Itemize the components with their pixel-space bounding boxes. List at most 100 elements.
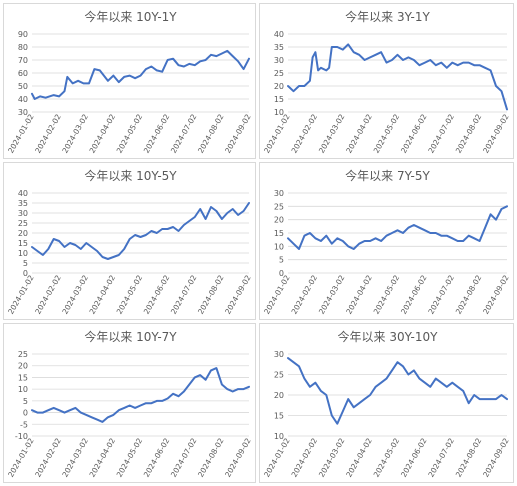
y-tick-label: 0 <box>23 409 28 418</box>
x-tick-label: 2024-09-02 <box>481 436 511 478</box>
series-line <box>31 49 250 100</box>
chart-panel-1: 今年以来 10Y-1Y 30 40 50 60 70 80 90 2024-01-02 2024-… <box>3 3 256 159</box>
x-tick-label: 2024-07-02 <box>169 436 199 478</box>
y-tick-label: 15 <box>18 239 28 248</box>
x-tick-label: 2024-02-02 <box>33 112 63 154</box>
x-tick-label: 2024-04-02 <box>88 112 118 154</box>
chart-panel-3: 今年以来 10Y-5Y 0 5 10 15 20 25 30 35 40 2024-01-02 202… <box>3 162 256 320</box>
x-tick-label: 2024-01-02 <box>262 436 292 478</box>
x-tick-label: 2024-07-02 <box>169 273 199 315</box>
x-tick-label: 2024-06-02 <box>399 436 429 478</box>
series-line <box>287 43 508 111</box>
y-tick-label: 15 <box>274 229 284 238</box>
x-tick-label: 2024-08-02 <box>454 112 484 154</box>
x-tick-label: 2024-01-02 <box>6 273 36 315</box>
chart-panel-6: 今年以来 30Y-10Y 10 15 20 25 30 2024-01-02 2024-02-… <box>259 323 514 483</box>
x-tick-label: 2024-07-02 <box>169 112 199 154</box>
chart-title: 今年以来 10Y-5Y <box>84 168 177 183</box>
x-tick-label: 2024-09-02 <box>481 112 511 154</box>
chart-title: 今年以来 10Y-7Y <box>84 329 177 344</box>
x-tick-label: 2024-02-02 <box>290 436 320 478</box>
y-tick-label: 30 <box>18 108 28 117</box>
chart-svg: 今年以来 3Y-1Y101520253035402024-01-022024-0… <box>262 9 511 155</box>
x-tick-label: 2024-03-02 <box>60 112 90 154</box>
x-tick-label: 2024-02-02 <box>290 273 320 315</box>
x-tick-label: 2024-01-02 <box>262 112 292 154</box>
y-tick-label: 80 <box>18 43 28 52</box>
y-tick-label: 5 <box>279 256 284 265</box>
x-tick-label: 2024-08-02 <box>196 112 226 154</box>
y-tick-label: 30 <box>18 209 28 218</box>
x-tick-label: 2024-05-02 <box>115 112 145 154</box>
y-tick-label: -10 <box>15 432 28 441</box>
x-tick-label: 2024-04-02 <box>88 273 118 315</box>
y-tick-label: 10 <box>274 108 284 117</box>
y-tick-label: 10 <box>18 385 28 394</box>
x-tick-label: 2024-07-02 <box>426 112 456 154</box>
y-tick-label: 60 <box>18 69 28 78</box>
x-tick-label: 2024-02-02 <box>33 273 63 315</box>
chart-svg: 今年以来 7Y-5Y 0 5 10 15 20 25 30 2024-01-022024-02-… <box>262 168 511 316</box>
chart-panel-4: 今年以来 7Y-5Y 0 5 10 15 20 25 30 2024-01-02 2024-02-… <box>259 162 514 320</box>
x-tick-label: 2024-03-02 <box>60 436 90 478</box>
y-tick-label: 15 <box>274 95 284 104</box>
x-tick-label: 2024-03-02 <box>317 112 347 154</box>
x-tick-label: 2024-05-02 <box>115 273 145 315</box>
x-tick-label: 2024-01-02 <box>262 273 292 315</box>
x-tick-label: 2024-07-02 <box>426 436 456 478</box>
y-tick-label: 20 <box>18 229 28 238</box>
y-tick-label: 15 <box>274 412 284 421</box>
x-tick-label: 2024-09-02 <box>223 273 253 315</box>
x-tick-label: 2024-01-02 <box>6 436 36 478</box>
x-tick-label: 2024-01-02 <box>6 112 36 154</box>
x-tick-label: 2024-06-02 <box>142 112 172 154</box>
chart-svg: 今年以来 10Y-1Y304050607080902024-01-022024-… <box>6 9 253 155</box>
x-tick-label: 2024-03-02 <box>317 436 347 478</box>
y-tick-label: 15 <box>18 373 28 382</box>
y-tick-label: 10 <box>274 432 284 441</box>
y-tick-label: 20 <box>18 362 28 371</box>
y-tick-label: 25 <box>274 202 284 211</box>
chart-title: 今年以来 3Y-1Y <box>345 9 430 24</box>
y-tick-label: 20 <box>274 216 284 225</box>
x-tick-label: 2024-06-02 <box>399 112 429 154</box>
x-tick-label: 2024-06-02 <box>399 273 429 315</box>
x-tick-label: 2024-08-02 <box>454 273 484 315</box>
y-tick-label: 90 <box>18 30 28 39</box>
chart-panel-2: 今年以来 3Y-1Y 10 15 20 25 30 35 40 2024-01-02 2024-0… <box>259 3 514 159</box>
y-tick-label: 35 <box>18 199 28 208</box>
y-tick-label: 30 <box>274 56 284 65</box>
x-tick-label: 2024-05-02 <box>372 112 402 154</box>
x-tick-label: 2024-05-02 <box>372 273 402 315</box>
y-tick-label: 5 <box>23 397 28 406</box>
chart-svg: 今年以来 10Y-5Y05101520253035402024-01-02202… <box>6 168 253 316</box>
y-tick-label: 20 <box>274 82 284 91</box>
y-tick-label: 30 <box>274 189 284 198</box>
x-tick-label: 2024-06-02 <box>142 436 172 478</box>
chart-title: 今年以来 7Y-5Y <box>345 168 430 183</box>
x-tick-label: 2024-04-02 <box>88 436 118 478</box>
y-tick-label: 70 <box>18 56 28 65</box>
y-tick-label: 40 <box>274 30 284 39</box>
y-tick-label: 0 <box>23 269 28 278</box>
series-line <box>287 205 508 250</box>
x-tick-label: 2024-07-02 <box>426 273 456 315</box>
x-tick-label: 2024-02-02 <box>33 436 63 478</box>
y-tick-label: 30 <box>274 350 284 359</box>
y-tick-label: 25 <box>274 69 284 78</box>
y-tick-label: 20 <box>274 391 284 400</box>
y-tick-label: 25 <box>18 219 28 228</box>
series-line <box>287 357 508 425</box>
x-tick-label: 2024-03-02 <box>60 273 90 315</box>
chart-title: 今年以来 10Y-1Y <box>84 9 177 24</box>
x-tick-label: 2024-09-02 <box>223 112 253 154</box>
y-tick-label: 50 <box>18 82 28 91</box>
y-tick-label: 10 <box>18 249 28 258</box>
x-tick-label: 2024-08-02 <box>196 273 226 315</box>
x-tick-label: 2024-04-02 <box>344 112 374 154</box>
x-tick-label: 2024-06-02 <box>142 273 172 315</box>
y-tick-label: 40 <box>18 95 28 104</box>
series-line <box>31 202 250 260</box>
y-tick-label: 40 <box>18 189 28 198</box>
x-tick-label: 2024-03-02 <box>317 273 347 315</box>
